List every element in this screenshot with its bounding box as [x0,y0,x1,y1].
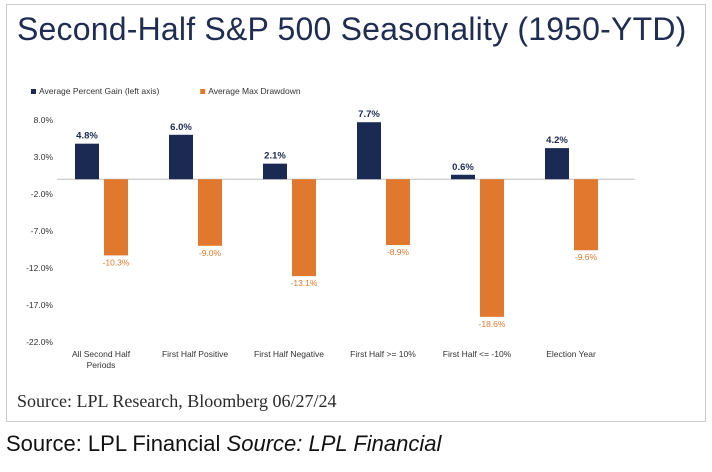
bar-max-drawdown [386,179,410,246]
data-label-average-gain: 0.6% [452,162,474,173]
bar-average-gain [75,143,99,180]
bar-max-drawdown [574,179,598,251]
legend-label-1: Average Percent Gain (left axis) [39,86,159,96]
y-tick-label: -7.0% [31,226,54,236]
page-caption: Source: LPL Financial Source: LPL Financ… [6,431,441,457]
category-label: Periods [87,360,116,370]
legend-label-2: Average Max Drawdown [208,86,301,96]
category-label: Election Year [546,349,596,359]
legend-swatch-2 [200,89,206,94]
category-label: First Half Negative [254,349,324,359]
data-label-average-gain: 4.2% [546,135,568,146]
bar-max-drawdown [480,179,504,317]
y-tick-label: 8.0% [34,115,54,125]
data-label-max-drawdown: -13.1% [291,278,318,288]
data-label-max-drawdown: -10.3% [103,257,130,267]
data-label-max-drawdown: -9.0% [199,248,222,258]
bar-average-gain [545,148,569,180]
bar-chart: Average Percent Gain (left axis) Average … [26,86,635,370]
chart-container: Second-Half S&P 500 Seasonality (1950-YT… [6,4,706,422]
bar-max-drawdown [104,179,128,256]
bar-max-drawdown [292,179,316,277]
bar-average-gain [263,163,287,180]
data-label-average-gain: 6.0% [170,122,192,133]
legend-swatch-1 [31,89,36,94]
bar-average-gain [357,122,381,180]
y-tick-label: -17.0% [26,300,53,310]
category-label: All Second Half [72,349,131,359]
category-label: First Half >= 10% [350,349,416,359]
y-tick-label: 3.0% [34,152,54,162]
bar-average-gain [451,174,475,180]
chart-source-note: Source: LPL Research, Bloomberg 06/27/24 [17,391,337,411]
data-label-average-gain: 2.1% [264,151,286,162]
caption-plain: Source: LPL Financial [6,431,221,456]
bar-max-drawdown [198,179,222,246]
data-label-max-drawdown: -8.9% [387,247,410,257]
category-label: First Half Positive [162,349,228,359]
category-label: First Half <= -10% [443,349,512,359]
bar-average-gain [169,134,193,180]
y-tick-label: -12.0% [26,263,53,273]
data-label-max-drawdown: -18.6% [479,319,506,329]
caption-italic: Source: LPL Financial [226,431,442,456]
y-tick-label: -22.0% [26,337,53,347]
y-tick-label: -2.0% [31,189,54,199]
data-label-average-gain: 7.7% [358,109,380,120]
data-label-max-drawdown: -9.6% [575,252,598,262]
data-label-average-gain: 4.8% [76,131,98,142]
chart-title: Second-Half S&P 500 Seasonality (1950-YT… [17,11,687,47]
